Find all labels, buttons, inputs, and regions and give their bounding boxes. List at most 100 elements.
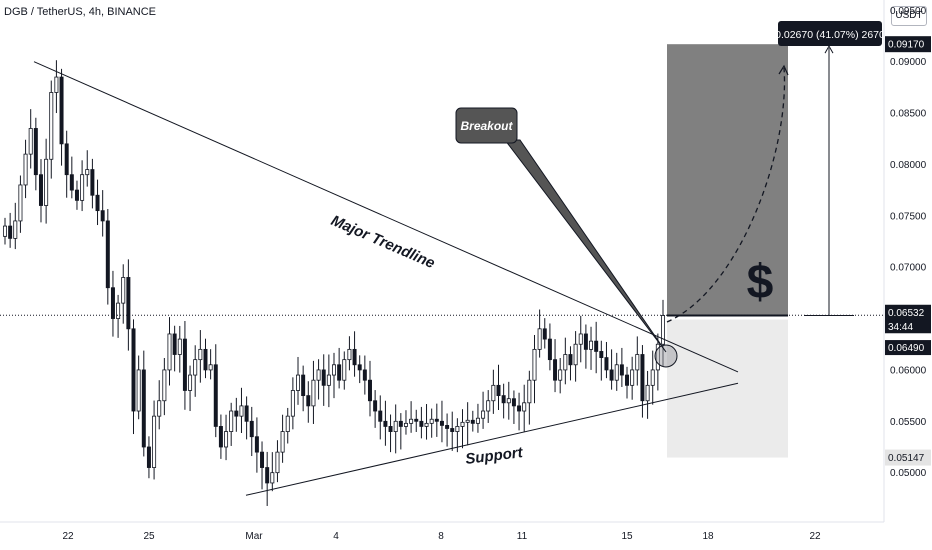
candle-body xyxy=(80,174,85,201)
candle-body xyxy=(599,351,604,358)
candle-body xyxy=(23,153,28,186)
candle-body xyxy=(511,398,516,407)
candle-body xyxy=(95,194,100,212)
candle-body xyxy=(326,374,331,386)
candle-body xyxy=(254,436,259,453)
candles xyxy=(3,60,665,506)
candle-body xyxy=(594,340,599,352)
candle-body xyxy=(69,174,74,191)
price-tick-label: 0.09500 xyxy=(890,6,927,17)
candle-body xyxy=(388,426,393,432)
breakout-marker xyxy=(654,344,678,368)
candle-body xyxy=(275,451,280,474)
candle-body xyxy=(332,364,336,376)
candle-body xyxy=(378,410,383,422)
candle-body xyxy=(604,357,609,371)
candle-body xyxy=(270,472,275,484)
candle-body xyxy=(645,384,650,402)
candle-body xyxy=(198,348,203,361)
candle-body xyxy=(182,338,187,391)
candle-body xyxy=(630,369,635,386)
candle-body xyxy=(455,426,460,432)
time-tick-label: 25 xyxy=(143,531,155,542)
candle-body xyxy=(316,369,321,381)
candle-body xyxy=(450,428,455,432)
measure-label: 0.02670 (41.07%) 2670 xyxy=(775,29,885,41)
candle-body xyxy=(193,359,198,376)
candle-body xyxy=(234,410,239,417)
candle-body xyxy=(542,328,547,340)
candle-body xyxy=(398,420,403,427)
candle-body xyxy=(321,369,326,386)
candle-body xyxy=(162,369,167,402)
time-tick-label: Mar xyxy=(245,531,263,542)
candle-body xyxy=(429,418,434,424)
candle-body xyxy=(558,369,563,381)
candle-body xyxy=(527,379,532,404)
entry-price-tag xyxy=(885,340,931,356)
candle-body xyxy=(583,333,588,350)
measure-arrowhead xyxy=(824,45,834,54)
price-tick-label: 0.08000 xyxy=(890,160,927,171)
candle-body xyxy=(188,374,193,391)
measure-label-box xyxy=(778,21,882,46)
price-tick-label: 0.05500 xyxy=(890,417,927,428)
candle-body xyxy=(167,333,172,371)
candle-body xyxy=(141,369,146,448)
candle-body xyxy=(54,76,59,93)
candle-body xyxy=(403,422,408,427)
candle-body xyxy=(568,354,573,366)
candle-body xyxy=(290,390,295,417)
candle-body xyxy=(244,405,249,422)
candle-body xyxy=(650,369,655,386)
candle-body xyxy=(74,189,79,201)
candle-body xyxy=(38,174,43,206)
dollar-sign: $ xyxy=(747,256,774,309)
candle-body xyxy=(213,364,218,427)
candle-body xyxy=(501,395,506,404)
price-tick-label: 0.05000 xyxy=(890,468,927,479)
candle-body xyxy=(481,410,486,419)
price-tick-label: 0.06000 xyxy=(890,365,927,376)
candle-body xyxy=(177,338,182,355)
breakout-label: Breakout xyxy=(460,119,513,133)
major-trendline xyxy=(33,61,739,373)
current-price-label: 0.06532 xyxy=(888,308,925,319)
candle-body xyxy=(90,169,95,196)
candle-body xyxy=(260,451,265,468)
price-tick-label: 0.09000 xyxy=(890,57,927,68)
projection-arrowhead xyxy=(778,64,789,76)
candle-body xyxy=(635,354,640,371)
candle-body xyxy=(496,384,501,397)
candle-body xyxy=(619,364,624,376)
candle-body xyxy=(146,446,151,468)
profit-zone xyxy=(667,44,788,316)
candle-body xyxy=(301,374,306,397)
currency-selector[interactable]: USDT xyxy=(891,6,927,26)
candle-body xyxy=(517,405,522,412)
candle-body xyxy=(157,400,162,417)
candle-body xyxy=(424,422,429,427)
candle-body xyxy=(152,415,157,468)
candle-body xyxy=(229,410,234,432)
candle-body xyxy=(640,354,645,402)
candle-body xyxy=(8,225,13,239)
candle-body xyxy=(239,405,244,417)
candle-body xyxy=(116,302,121,319)
support-line xyxy=(245,382,739,496)
breakout-pointer xyxy=(503,139,667,353)
candle-body xyxy=(131,328,136,412)
target-price-label: 0.09170 xyxy=(888,40,925,51)
candle-body xyxy=(218,426,223,448)
candle-body xyxy=(367,379,372,402)
candle-body xyxy=(445,425,450,429)
candle-body xyxy=(337,364,342,381)
candle-body xyxy=(578,333,583,345)
candle-body xyxy=(553,359,558,381)
candle-body xyxy=(280,431,285,453)
time-tick-label: 22 xyxy=(809,531,821,542)
entry-price-label: 0.06490 xyxy=(888,343,925,354)
candle-body xyxy=(59,76,64,145)
candle-body xyxy=(409,418,414,424)
